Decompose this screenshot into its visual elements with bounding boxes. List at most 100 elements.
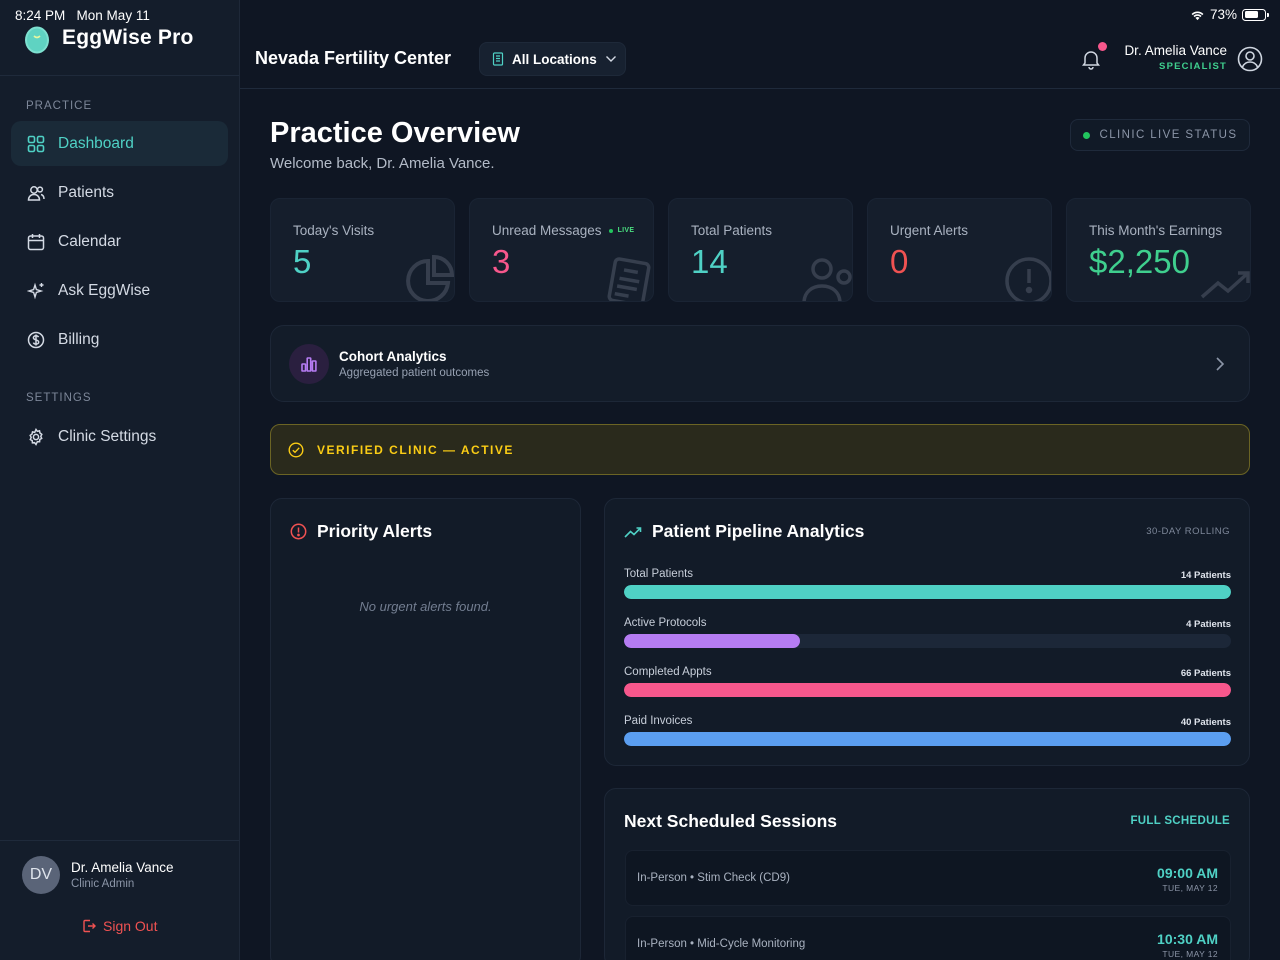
top-header: Nevada Fertility Center All Locations Dr…: [240, 0, 1280, 89]
verified-label: VERIFIED CLINIC — ACTIVE: [317, 442, 514, 457]
priority-alerts-panel: Priority Alerts No urgent alerts found.: [270, 498, 581, 960]
dollar-icon: [27, 331, 45, 348]
chevron-down-icon: [605, 56, 616, 62]
brand-name: EggWise Pro: [62, 26, 194, 49]
trending-up-icon: [624, 526, 642, 538]
avatar[interactable]: DV: [22, 856, 60, 894]
stat-card-urgent-alerts[interactable]: Urgent Alerts 0: [867, 198, 1052, 302]
section-label-practice: PRACTICE: [26, 100, 93, 112]
live-dot: [1082, 131, 1090, 139]
page-subtitle: Welcome back, Dr. Amelia Vance.: [270, 155, 495, 172]
full-schedule-link[interactable]: FULL SCHEDULE: [1130, 815, 1230, 827]
metric-track: [624, 732, 1231, 746]
page-title: Practice Overview: [270, 117, 520, 149]
session-date: TUE, MAY 12: [1162, 883, 1218, 893]
clinic-live-status-badge[interactable]: CLINIC LIVE STATUS: [1070, 119, 1250, 151]
metric-track: [624, 585, 1231, 599]
clipboard-icon: [607, 257, 651, 301]
wifi-icon: [1191, 10, 1204, 20]
sidebar-item-billing[interactable]: Billing: [11, 317, 228, 362]
stat-label: This Month's Earnings: [1089, 223, 1223, 238]
sidebar-item-patients[interactable]: Patients: [11, 170, 228, 215]
stat-card-earnings[interactable]: This Month's Earnings $2,250: [1066, 198, 1251, 302]
sidebar-item-clinic-settings[interactable]: Clinic Settings: [11, 414, 228, 459]
session-time: 10:30 AM: [1157, 931, 1218, 947]
stat-value: 14: [691, 243, 728, 280]
sidebar: EggWise Pro PRACTICE Dashboard Patients …: [0, 0, 240, 960]
users-icon: [27, 185, 45, 201]
cohort-analytics-card[interactable]: Cohort Analytics Aggregated patient outc…: [270, 325, 1250, 402]
brand[interactable]: EggWise Pro: [24, 22, 194, 54]
metric-fill: [624, 634, 801, 648]
building-icon: [492, 52, 504, 66]
stat-value: $2,250: [1089, 243, 1190, 280]
metric-label: Active Protocols: [624, 617, 707, 629]
live-status-label: CLINIC LIVE STATUS: [1099, 129, 1238, 141]
stat-card-todays-visits[interactable]: Today's Visits 5: [270, 198, 455, 302]
users-icon: [802, 258, 852, 301]
session-time: 09:00 AM: [1157, 865, 1218, 881]
next-sessions-panel: Next Scheduled Sessions FULL SCHEDULE In…: [604, 788, 1250, 960]
check-circle-icon: [288, 441, 304, 458]
sidebar-item-label: Clinic Settings: [58, 427, 157, 445]
empty-alerts-message: No urgent alerts found.: [359, 599, 492, 614]
session-item[interactable]: In-Person • Mid-Cycle Monitoring 10:30 A…: [625, 916, 1231, 960]
verified-clinic-banner: VERIFIED CLINIC — ACTIVE: [270, 424, 1250, 475]
metric-value: 4 Patients: [1186, 619, 1231, 630]
metric-label: Total Patients: [624, 568, 694, 580]
metric-value: 66 Patients: [1180, 668, 1231, 679]
alert-icon: [1005, 257, 1051, 301]
sidebar-item-calendar[interactable]: Calendar: [11, 219, 228, 264]
stat-label: Unread Messages: [492, 223, 602, 238]
stat-value: 5: [293, 243, 312, 280]
profile-icon[interactable]: [1237, 46, 1263, 72]
metric-fill: [624, 732, 1231, 746]
sidebar-item-dashboard[interactable]: Dashboard: [11, 121, 228, 166]
user-role: Clinic Admin: [71, 878, 135, 890]
pie-chart-icon: [406, 254, 454, 301]
metric-track: [624, 634, 1231, 648]
egg-logo-icon: [25, 26, 49, 54]
sidebar-item-label: Billing: [58, 330, 100, 348]
session-item[interactable]: In-Person • Stim Check (CD9) 09:00 AM TU…: [625, 850, 1231, 906]
trend-icon: [1200, 271, 1250, 299]
battery-percent: 73%: [1209, 7, 1237, 22]
location-select[interactable]: All Locations: [479, 42, 626, 76]
stat-value: 0: [890, 243, 909, 280]
panel-title: Next Scheduled Sessions: [624, 811, 837, 831]
session-date: TUE, MAY 12: [1162, 949, 1218, 959]
panel-title: Patient Pipeline Analytics: [624, 521, 864, 542]
metric-fill: [624, 585, 1231, 599]
sidebar-divider-bottom: [0, 840, 239, 841]
stat-card-unread-messages[interactable]: Unread Messages LIVE 3: [469, 198, 654, 302]
sign-out-button[interactable]: Sign Out: [82, 918, 157, 934]
metric-label: Paid Invoices: [624, 715, 693, 727]
session-description: In-Person • Stim Check (CD9): [637, 872, 790, 884]
sidebar-divider: [0, 75, 239, 76]
pipeline-analytics-panel: Patient Pipeline Analytics 30-DAY ROLLIN…: [604, 498, 1250, 766]
panel-title: Priority Alerts: [290, 521, 432, 542]
dashboard-icon: [27, 135, 45, 152]
sparkle-icon: [27, 282, 44, 299]
sidebar-item-label: Dashboard: [58, 134, 134, 152]
sidebar-item-ask-eggwise[interactable]: Ask EggWise: [11, 268, 228, 313]
stat-label: Total Patients: [691, 223, 773, 238]
user-name: Dr. Amelia Vance: [71, 860, 174, 875]
sign-out-label: Sign Out: [103, 918, 158, 934]
metric-label: Completed Appts: [624, 666, 712, 678]
gear-icon: [29, 427, 43, 446]
sidebar-item-label: Patients: [58, 183, 115, 201]
metric-value: 40 Patients: [1180, 717, 1231, 728]
status-time: 8:24 PM Mon May 11: [15, 8, 150, 23]
rolling-tag: 30-DAY ROLLING: [1146, 526, 1230, 537]
bell-icon[interactable]: [1080, 48, 1102, 70]
stat-value: 3: [492, 243, 511, 280]
stat-label-row: Unread Messages LIVE: [492, 223, 634, 238]
alert-circle-icon: [290, 523, 307, 540]
stat-card-total-patients[interactable]: Total Patients 14: [668, 198, 853, 302]
notification-dot: [1098, 42, 1107, 51]
cohort-subtitle: Aggregated patient outcomes: [339, 367, 490, 379]
calendar-icon: [27, 233, 45, 250]
stat-label: Urgent Alerts: [890, 223, 969, 238]
sidebar-item-label: Ask EggWise: [58, 281, 151, 299]
